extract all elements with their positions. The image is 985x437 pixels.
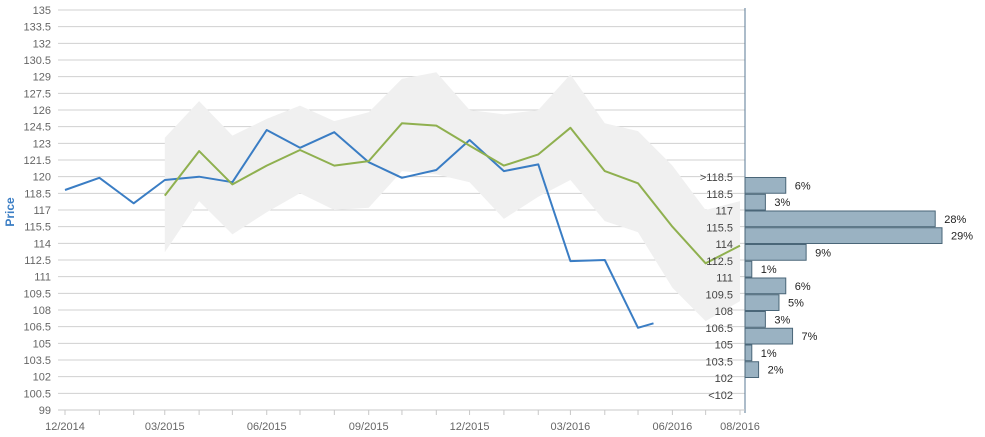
- y-tick-label: 111: [34, 272, 51, 284]
- distribution-label: 115.5: [706, 222, 733, 234]
- y-tick-label: 130.5: [23, 55, 51, 67]
- x-tick-label: 12/2015: [450, 421, 490, 433]
- distribution-label: 109.5: [705, 289, 733, 301]
- distribution-percent-label: 5%: [788, 298, 804, 310]
- y-tick-label: 115.5: [24, 222, 51, 234]
- x-tick-label: 06/2016: [653, 421, 693, 433]
- y-tick-label: 126: [33, 105, 51, 117]
- x-tick-label: 03/2015: [145, 421, 185, 433]
- y-tick-label: 102: [33, 372, 51, 384]
- distribution-label: 108: [715, 306, 733, 318]
- distribution-percent-label: 6%: [795, 281, 811, 293]
- y-tick-label: 132: [33, 38, 51, 50]
- y-tick-label: 100.5: [23, 388, 51, 400]
- distribution-bar: [744, 277, 787, 295]
- y-tick-label: 135: [33, 5, 51, 17]
- distribution-bar: [744, 327, 794, 345]
- y-tick-label: 99: [39, 405, 51, 417]
- distribution-label: 117: [715, 206, 733, 218]
- distribution-percent-label: 1%: [761, 264, 777, 276]
- x-tick-label: 09/2015: [349, 421, 389, 433]
- y-tick-label: 105: [33, 338, 51, 350]
- y-tick-label: 127.5: [23, 88, 51, 100]
- y-tick-label: 108: [33, 305, 51, 317]
- y-tick-label: 133.5: [23, 22, 51, 34]
- y-tick-label: 114: [33, 238, 51, 250]
- y-tick-label: 123: [33, 138, 51, 150]
- distribution-percent-label: 7%: [802, 331, 818, 343]
- distribution-percent-label: 3%: [774, 314, 790, 326]
- distribution-label: 106.5: [705, 323, 733, 335]
- distribution-bar: [744, 193, 766, 211]
- distribution-label: >118.5: [700, 172, 733, 184]
- forecast-band-area: [164, 72, 741, 322]
- distribution-bar: [744, 244, 807, 261]
- x-tick-label: 06/2015: [247, 421, 287, 433]
- distribution-bar: [744, 260, 753, 278]
- distribution-label: 103.5: [705, 356, 733, 368]
- price-line: [64, 129, 654, 329]
- y-tick-label: 106.5: [23, 322, 51, 334]
- series-lines: [64, 122, 741, 329]
- x-tick-label: 03/2016: [551, 421, 591, 433]
- distribution-bar: [744, 177, 787, 194]
- distribution-label: 111: [716, 273, 733, 285]
- distribution-percent-label: 6%: [795, 180, 811, 192]
- distribution-label: 114: [715, 239, 733, 251]
- distribution-panel: >118.5 6% 118.5 3% 117 28% 115.5 29% 114 9% 112.5 1…: [700, 172, 973, 402]
- y-axis-label: Price: [3, 197, 17, 227]
- distribution-bar: [744, 210, 936, 228]
- forecast-band: [164, 72, 741, 322]
- distribution-label: <102: [708, 390, 733, 402]
- y-tick-label: 121.5: [23, 155, 51, 167]
- distribution-percent-label: 28%: [944, 214, 966, 226]
- distribution-label: 112.5: [706, 256, 733, 268]
- y-tick-label: 112.5: [24, 255, 51, 267]
- distribution-percent-label: 9%: [815, 247, 831, 259]
- distribution-label: 118.5: [706, 189, 733, 201]
- target-line: [164, 122, 741, 265]
- y-tick-labels: 135 133.5 132 130.5 129 127.5 126 124.5 123 121.5…: [23, 5, 51, 417]
- distribution-percent-label: 1%: [761, 348, 777, 360]
- distribution-percent-label: 3%: [774, 197, 790, 209]
- distribution-bar: [744, 294, 780, 311]
- y-tick-label: 129: [33, 72, 51, 84]
- y-tick-label: 120: [33, 172, 51, 184]
- distribution-bar: [744, 361, 760, 378]
- y-tick-label: 109.5: [23, 288, 51, 300]
- x-tick-labels: 12/2014 03/2015 06/2015 09/2015 12/2015 03/20…: [45, 410, 760, 433]
- distribution-percent-label: 2%: [768, 365, 784, 377]
- distribution-percent-label: 29%: [951, 231, 973, 243]
- x-tick-label: 08/2016: [720, 421, 760, 433]
- y-tick-label: 103.5: [23, 355, 51, 367]
- distribution-bar: [744, 344, 753, 362]
- y-tick-label: 117: [33, 205, 51, 217]
- y-tick-label: 124.5: [23, 122, 51, 134]
- distribution-label: 102: [715, 373, 733, 385]
- x-tick-label: 12/2014: [45, 421, 85, 433]
- distribution-label: 105: [715, 340, 733, 352]
- y-tick-label: 118.5: [24, 188, 51, 200]
- distribution-bar: [744, 311, 766, 328]
- distribution-bar: [744, 227, 943, 244]
